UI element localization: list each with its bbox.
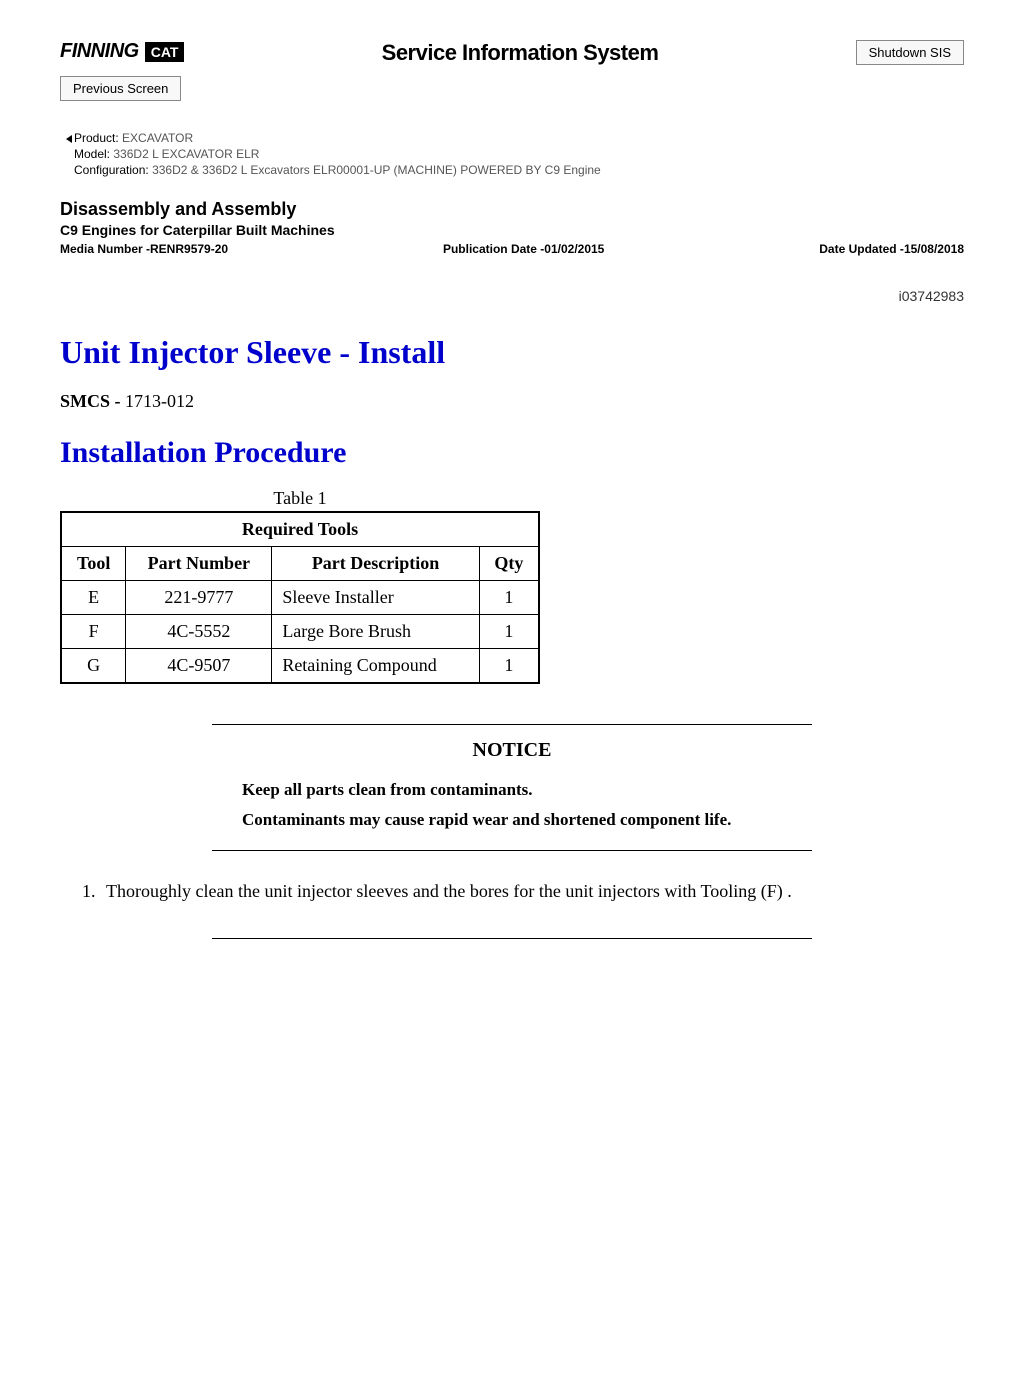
table-title: Required Tools — [61, 512, 539, 547]
bottom-divider-wrap — [212, 938, 812, 939]
header-row: FINNING CAT Service Information System S… — [60, 40, 964, 66]
col-tool: Tool — [61, 547, 126, 581]
cell-part-number: 4C-9507 — [126, 649, 272, 684]
page-title: Unit Injector Sleeve - Install — [60, 334, 964, 371]
divider — [212, 938, 812, 939]
date-updated: Date Updated -15/08/2018 — [819, 242, 964, 256]
table-header-row: Tool Part Number Part Description Qty — [61, 547, 539, 581]
divider — [212, 724, 812, 725]
procedure-title: Installation Procedure — [60, 436, 964, 470]
table-caption: Table 1 — [60, 488, 540, 509]
header-left: FINNING CAT — [60, 40, 184, 63]
table-row: E 221-9777 Sleeve Installer 1 — [61, 581, 539, 615]
notice-line-1: Keep all parts clean from contaminants. — [242, 780, 782, 800]
cell-part-desc: Retaining Compound — [272, 649, 479, 684]
cell-tool: F — [61, 615, 126, 649]
document-id: i03742983 — [60, 288, 964, 304]
cell-qty: 1 — [479, 615, 539, 649]
media-number: Media Number -RENR9579-20 — [60, 242, 228, 256]
cell-tool: E — [61, 581, 126, 615]
meta-product-label: Product: — [74, 131, 119, 145]
table-row: F 4C-5552 Large Bore Brush 1 — [61, 615, 539, 649]
cell-qty: 1 — [479, 581, 539, 615]
notice-block: NOTICE Keep all parts clean from contami… — [212, 724, 812, 851]
procedure-steps: Thoroughly clean the unit injector sleev… — [60, 881, 964, 902]
meta-model-value: 336D2 L EXCAVATOR ELR — [113, 147, 259, 161]
step-item: Thoroughly clean the unit injector sleev… — [100, 881, 964, 902]
cell-tool: G — [61, 649, 126, 684]
logo-cat-badge: CAT — [145, 42, 185, 62]
meta-config-value: 336D2 & 336D2 L Excavators ELR00001-UP (… — [152, 163, 601, 177]
back-arrow-icon[interactable] — [66, 135, 72, 143]
table-title-row: Required Tools — [61, 512, 539, 547]
meta-model: Model: 336D2 L EXCAVATOR ELR — [74, 147, 964, 161]
notice-title: NOTICE — [212, 739, 812, 762]
smcs-code: SMCS - 1713-012 — [60, 391, 964, 412]
meta-config: Configuration: 336D2 & 336D2 L Excavator… — [74, 163, 964, 177]
finning-logo: FINNING CAT — [60, 40, 184, 63]
cell-qty: 1 — [479, 649, 539, 684]
meta-model-label: Model: — [74, 147, 110, 161]
table-row: G 4C-9507 Retaining Compound 1 — [61, 649, 539, 684]
notice-line-2: Contaminants may cause rapid wear and sh… — [242, 810, 782, 830]
col-qty: Qty — [479, 547, 539, 581]
tools-table-wrap: Table 1 Required Tools Tool Part Number … — [60, 488, 540, 684]
smcs-label: SMCS - — [60, 391, 125, 411]
col-part-number: Part Number — [126, 547, 272, 581]
shutdown-sis-button[interactable]: Shutdown SIS — [856, 40, 964, 65]
cell-part-number: 221-9777 — [126, 581, 272, 615]
section-title: Disassembly and Assembly — [60, 199, 964, 220]
cell-part-desc: Large Bore Brush — [272, 615, 479, 649]
meta-config-label: Configuration: — [74, 163, 149, 177]
section-subtitle: C9 Engines for Caterpillar Built Machine… — [60, 222, 964, 238]
required-tools-table: Required Tools Tool Part Number Part Des… — [60, 511, 540, 684]
cell-part-number: 4C-5552 — [126, 615, 272, 649]
meta-product-value: EXCAVATOR — [122, 131, 193, 145]
previous-screen-button[interactable]: Previous Screen — [60, 76, 181, 101]
logo-text: FINNING — [60, 40, 139, 63]
sis-title: Service Information System — [382, 40, 659, 66]
cell-part-desc: Sleeve Installer — [272, 581, 479, 615]
divider — [212, 850, 812, 851]
col-part-desc: Part Description — [272, 547, 479, 581]
publication-row: Media Number -RENR9579-20 Publication Da… — [60, 242, 964, 256]
smcs-value: 1713-012 — [125, 391, 194, 411]
publication-date: Publication Date -01/02/2015 — [443, 242, 604, 256]
meta-product: Product: EXCAVATOR — [66, 131, 964, 145]
